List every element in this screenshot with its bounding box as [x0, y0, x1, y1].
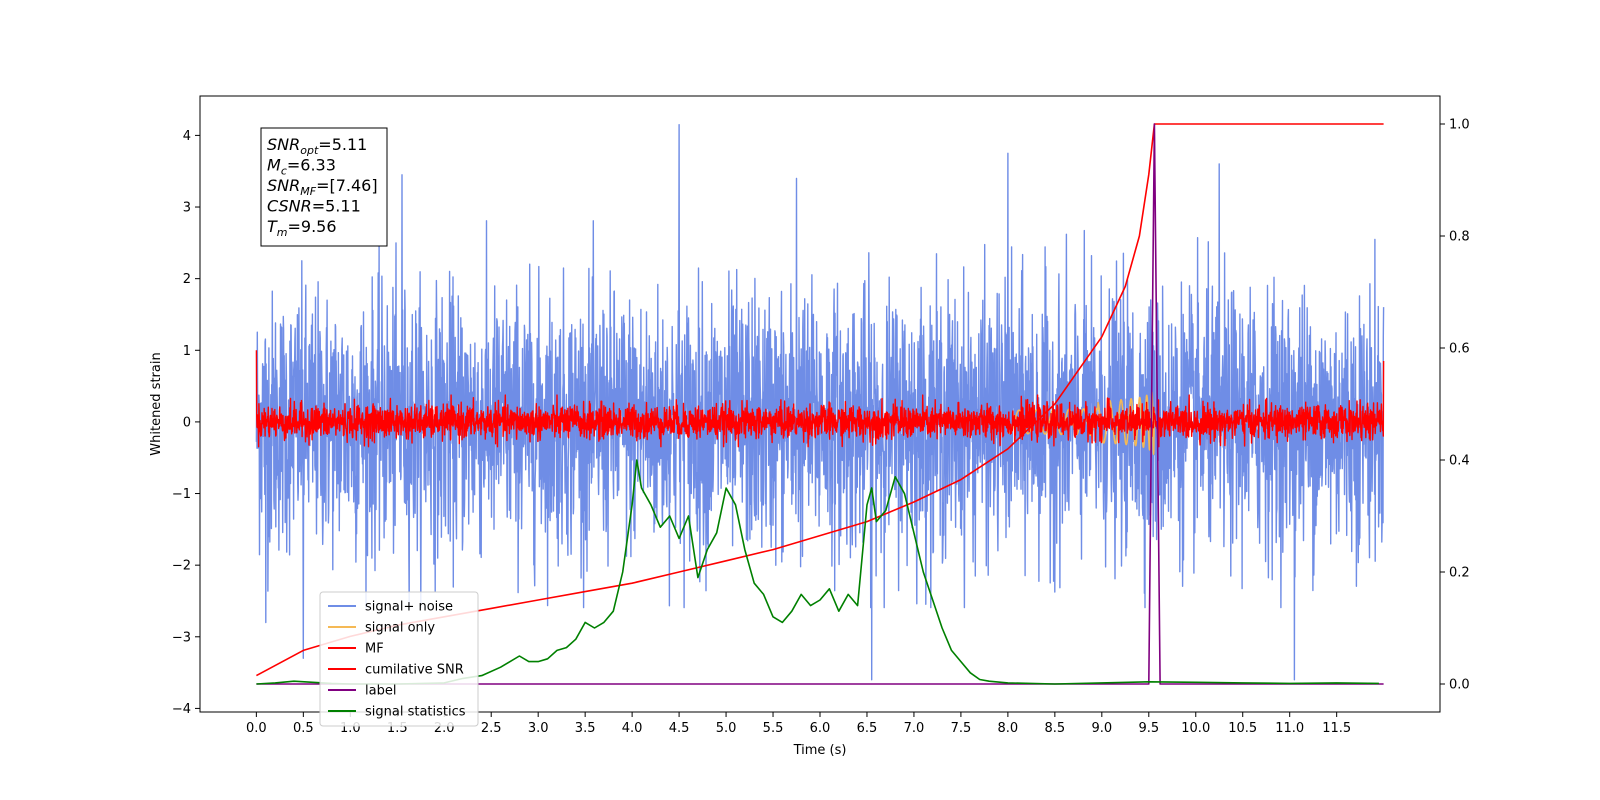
x-tick-label: 5.0 — [716, 721, 737, 736]
x-tick-label: 7.5 — [951, 721, 972, 736]
y-right-tick-label: 0.2 — [1449, 566, 1470, 581]
x-tick-label: 2.5 — [481, 721, 502, 736]
y-left-tick-label: −1 — [172, 487, 191, 502]
x-tick-label: 3.5 — [575, 721, 596, 736]
x-tick-label: 11.0 — [1275, 721, 1304, 736]
y-right-axis: 0.0 0.2 0.4 0.6 0.8 1.0 — [1440, 118, 1470, 693]
annotation-line: Tm=9.56 — [267, 217, 337, 239]
x-tick-label: 11.5 — [1322, 721, 1351, 736]
legend-label-cumilative-snr: cumilative SNR — [365, 663, 464, 678]
x-axis-label: Time (s) — [793, 743, 847, 758]
legend-label-label: label — [365, 684, 396, 699]
x-tick-label: 10.5 — [1228, 721, 1257, 736]
annotation-line: SNRMF=[7.46] — [267, 176, 378, 198]
x-tick-label: 8.0 — [998, 721, 1019, 736]
series-line-signal-statistics — [256, 459, 1379, 685]
y-left-axis: −4 −3 −2 −1 0 1 2 3 4 — [172, 129, 200, 717]
x-tick-label: 3.0 — [528, 721, 549, 736]
series-line-signal-noise — [255, 124, 1385, 681]
x-tick-label: 4.0 — [622, 721, 643, 736]
x-tick-label: 6.5 — [857, 721, 878, 736]
x-tick-label: 4.5 — [669, 721, 690, 736]
x-tick-label: 6.0 — [810, 721, 831, 736]
x-tick-label: 9.5 — [1138, 721, 1159, 736]
y-right-tick-label: 0.8 — [1449, 230, 1470, 245]
y-axis-label: Whitened strain — [149, 352, 164, 455]
y-left-tick-label: 0 — [183, 415, 191, 430]
legend-label-signal-noise: signal+ noise — [365, 600, 453, 615]
x-tick-label: 5.5 — [763, 721, 784, 736]
legend-label-signal-only: signal only — [365, 621, 435, 636]
x-tick-label: 10.0 — [1181, 721, 1210, 736]
legend: signal+ noise signal only MF cumilative SNR… — [319, 591, 479, 727]
annotation-box: SNRopt=5.11Mc=6.33SNRMF=[7.46]CSNR=5.11T… — [260, 127, 388, 247]
x-tick-label: 0.0 — [246, 721, 267, 736]
x-tick-label: 8.5 — [1045, 721, 1066, 736]
legend-frame — [319, 591, 479, 727]
annotation-line: Mc=6.33 — [267, 156, 336, 178]
y-left-tick-label: 2 — [183, 272, 191, 287]
legend-label-mf: MF — [365, 642, 384, 657]
annotation-line: SNRopt=5.11 — [267, 135, 367, 157]
y-right-tick-label: 0.6 — [1449, 342, 1470, 357]
x-tick-label: 9.0 — [1091, 721, 1112, 736]
series-line-mf — [255, 350, 1385, 448]
annotation-line: CSNR=5.11 — [267, 197, 361, 216]
series-line-label — [256, 123, 1384, 685]
y-left-tick-label: −3 — [172, 630, 191, 645]
y-right-tick-label: 0.0 — [1449, 678, 1470, 693]
y-left-tick-label: 1 — [183, 344, 191, 359]
x-tick-label: 0.5 — [293, 721, 314, 736]
y-right-tick-label: 1.0 — [1449, 118, 1470, 133]
y-left-tick-label: −4 — [172, 702, 191, 717]
annotation-frame — [260, 127, 388, 247]
y-right-tick-label: 0.4 — [1449, 454, 1470, 469]
y-left-tick-label: 4 — [183, 129, 191, 144]
y-left-tick-label: −2 — [172, 559, 191, 574]
x-tick-label: 7.0 — [904, 721, 925, 736]
y-left-tick-label: 3 — [183, 201, 191, 216]
legend-label-signal-statistics: signal statistics — [365, 705, 466, 720]
